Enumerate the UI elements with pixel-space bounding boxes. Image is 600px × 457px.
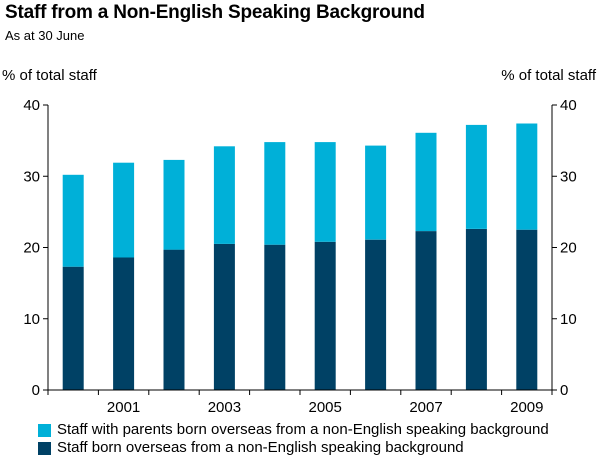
y-tick-label-left: 40 — [23, 97, 40, 114]
y-tick-label-left: 0 — [32, 382, 40, 399]
bar-born-overseas-2003 — [213, 243, 235, 390]
y-tick-label-left: 10 — [23, 311, 40, 328]
bar-parents-overseas-2007 — [415, 132, 437, 232]
x-tick-label-2007: 2007 — [409, 399, 442, 416]
legend-label-parents-overseas: Staff with parents born overseas from a … — [57, 421, 549, 438]
legend-swatch-born-overseas — [38, 441, 51, 455]
bars-group — [62, 123, 538, 390]
bar-born-overseas-2005 — [314, 241, 336, 390]
bar-parents-overseas-2006 — [365, 145, 387, 240]
x-tick-label-2009: 2009 — [510, 399, 543, 416]
y-tick-label-right: 10 — [560, 311, 577, 328]
y-tick-label-right: 40 — [560, 97, 577, 114]
bar-parents-overseas-2002 — [163, 159, 185, 250]
chart-title: Staff from a Non-English Speaking Backgr… — [5, 2, 425, 23]
y-tick-label-right: 0 — [560, 382, 568, 399]
y-axis-label-left: % of total staff — [2, 67, 97, 84]
x-tick-label-2003: 2003 — [208, 399, 241, 416]
legend-label-born-overseas: Staff born overseas from a non-English s… — [57, 439, 464, 456]
y-tick-label-left: 20 — [23, 240, 40, 257]
axes-group: 0 0 10 10 20 20 30 30 40 40 2001 2003 2005 2007 2009 — [23, 97, 576, 416]
bar-born-overseas-2004 — [264, 244, 286, 390]
y-axis-label-right: % of total staff — [501, 67, 596, 84]
bar-born-overseas-2001 — [113, 257, 135, 390]
bar-born-overseas-2002 — [163, 249, 185, 390]
bar-parents-overseas-2003 — [213, 146, 235, 244]
legend: Staff with parents born overseas from a … — [38, 421, 549, 457]
chart-subtitle: As at 30 June — [5, 28, 85, 43]
bar-parents-overseas-2009 — [516, 123, 538, 230]
bar-parents-overseas-2004 — [264, 142, 286, 245]
x-tick-label-2005: 2005 — [309, 399, 342, 416]
legend-swatch-parents-overseas — [38, 423, 51, 437]
bar-born-overseas-2008 — [465, 229, 487, 390]
legend-item-born-overseas: Staff born overseas from a non-English s… — [38, 439, 549, 457]
bar-born-overseas-2007 — [415, 231, 437, 390]
x-tick-label-2001: 2001 — [107, 399, 140, 416]
bar-born-overseas-2006 — [365, 239, 387, 390]
legend-item-parents-overseas: Staff with parents born overseas from a … — [38, 421, 549, 439]
y-tick-label-right: 30 — [560, 168, 577, 185]
y-tick-label-left: 30 — [23, 168, 40, 185]
bar-born-overseas-2000 — [62, 266, 84, 390]
bar-born-overseas-2009 — [516, 229, 538, 390]
y-tick-label-right: 20 — [560, 240, 577, 257]
bar-parents-overseas-2005 — [314, 142, 336, 242]
bar-parents-overseas-2008 — [465, 124, 487, 229]
bar-parents-overseas-2000 — [62, 174, 84, 267]
bar-parents-overseas-2001 — [113, 162, 135, 258]
